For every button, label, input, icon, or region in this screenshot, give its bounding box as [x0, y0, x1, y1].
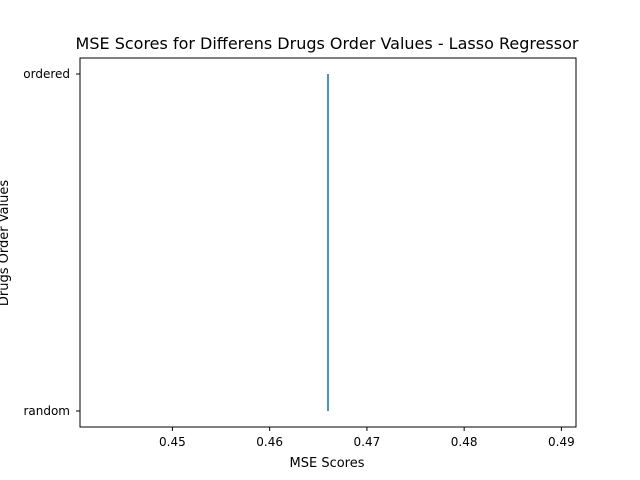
x-tick-label: 0.48	[451, 435, 478, 449]
y-axis-label: Drugs Order Values	[0, 180, 12, 307]
y-tick-label: ordered	[23, 67, 70, 81]
x-tick-label: 0.47	[354, 435, 381, 449]
y-tick-label: random	[23, 404, 70, 418]
plot-area	[79, 57, 577, 428]
x-tick-label: 0.45	[159, 435, 186, 449]
x-axis: 0.45 0.46 0.47 0.48 0.49	[159, 427, 575, 449]
x-tick-label: 0.46	[256, 435, 283, 449]
x-tick-label: 0.49	[548, 435, 575, 449]
chart-title: MSE Scores for Differens Drugs Order Val…	[76, 34, 579, 53]
y-axis: random ordered	[23, 67, 80, 418]
x-axis-label: MSE Scores	[290, 456, 365, 471]
